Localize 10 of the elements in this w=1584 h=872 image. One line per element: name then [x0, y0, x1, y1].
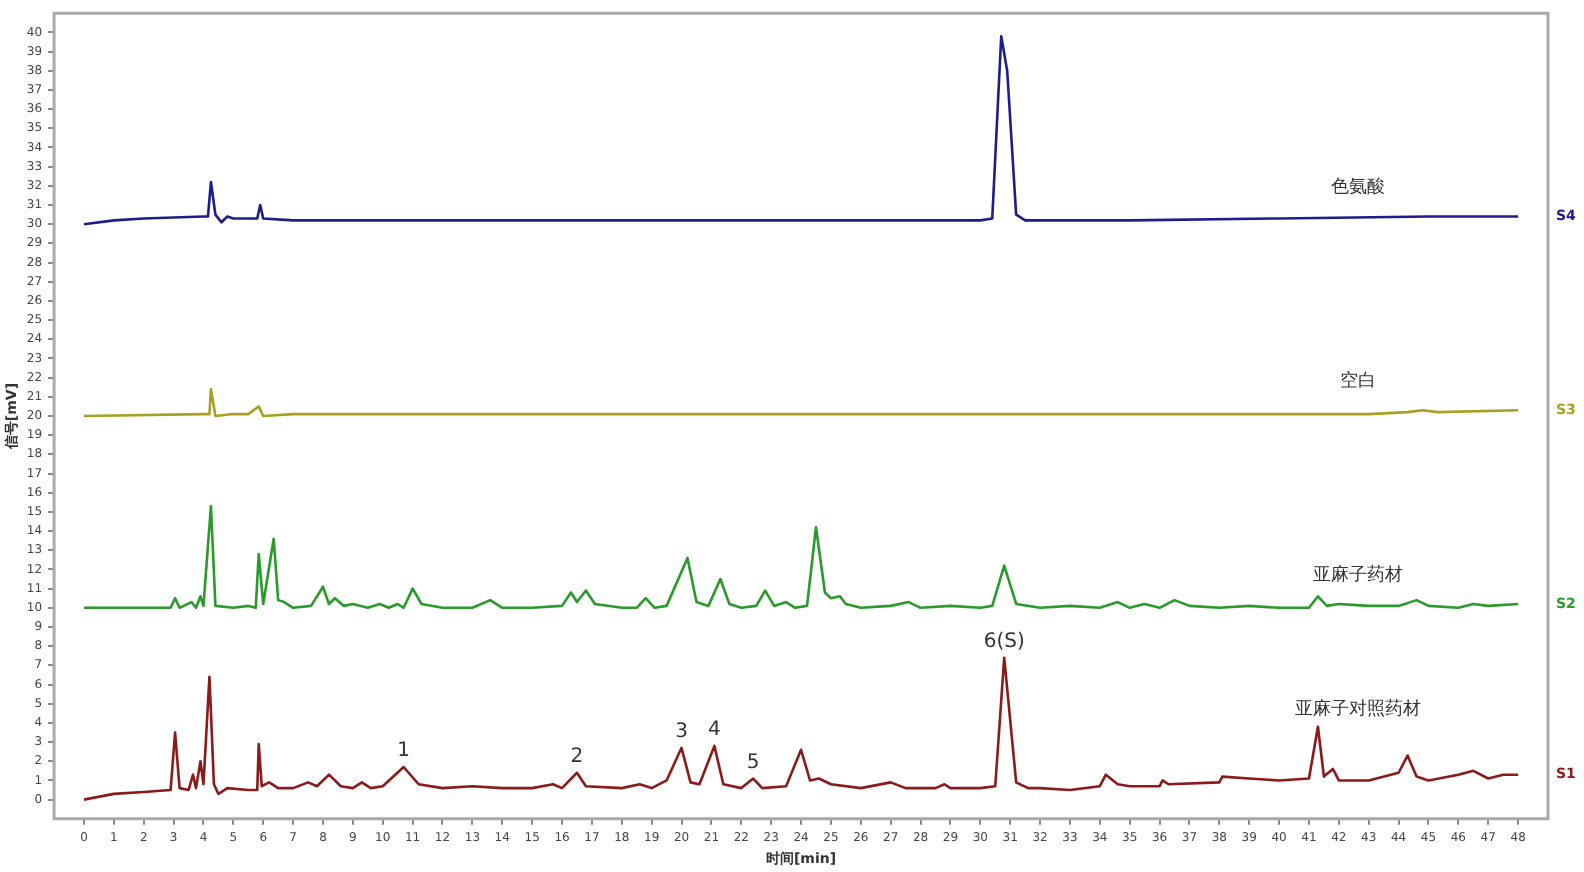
- series-label: 亚麻子药材: [1313, 563, 1404, 586]
- annotation: 1: [397, 740, 411, 763]
- series-label: 空白: [1340, 369, 1377, 392]
- annotation: 5: [746, 751, 760, 774]
- annotation: 6(S): [983, 630, 1025, 653]
- annotation: 2: [570, 745, 584, 768]
- annotation: 3: [675, 721, 688, 744]
- series-label: 亚麻子对照药材: [1295, 698, 1422, 721]
- annotation: 4: [708, 719, 721, 742]
- series-label: 色氨酸: [1331, 176, 1386, 199]
